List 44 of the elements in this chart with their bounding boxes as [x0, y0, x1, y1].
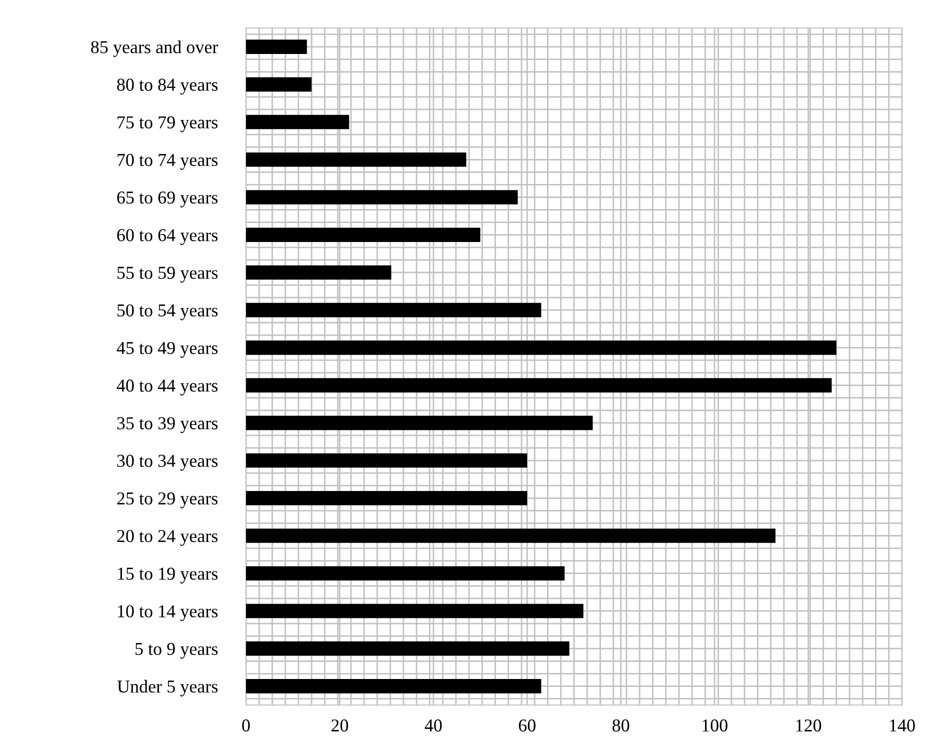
- bar: [246, 152, 466, 167]
- y-tick-label: 55 to 59 years: [117, 266, 218, 283]
- bar: [246, 566, 565, 581]
- y-tick-label: 50 to 54 years: [117, 304, 218, 320]
- bar: [246, 378, 832, 392]
- bar: [246, 190, 518, 204]
- y-tick-label: 85 years and over: [91, 40, 218, 57]
- bar: [246, 77, 312, 92]
- bar: [246, 265, 392, 280]
- bar: [246, 416, 593, 430]
- bar: [246, 453, 528, 468]
- bar: [246, 490, 528, 506]
- x-tick-label: 80: [612, 719, 630, 732]
- y-tick-label: 40 to 44 years: [116, 380, 218, 396]
- y-tick-label: 10 to 14 years: [118, 605, 218, 622]
- y-tick-label: 20 to 24 years: [117, 530, 218, 546]
- x-tick-label: 0: [242, 719, 250, 732]
- x-tick-label: 40: [424, 719, 442, 732]
- x-tick-label: 140: [890, 719, 915, 732]
- bar: [246, 604, 584, 618]
- x-tick-label: 20: [331, 719, 348, 732]
- y-tick-label: 80 to 84 years: [117, 78, 218, 95]
- y-tick-label: 60 to 64 years: [117, 229, 218, 245]
- y-tick-label: 15 to 19 years: [118, 568, 218, 584]
- y-tick-label: 65 to 69 years: [117, 192, 218, 208]
- x-tick-label: 100: [702, 719, 728, 732]
- y-tick-label: Under 5 years: [117, 680, 218, 696]
- bar: [246, 528, 776, 543]
- y-tick-label: 45 to 49 years: [116, 342, 218, 358]
- x-tick-label: 120: [796, 719, 822, 732]
- bar: [246, 40, 307, 54]
- y-tick-label: 75 to 79 years: [118, 116, 218, 132]
- bar: [246, 114, 350, 130]
- y-tick-label: 30 to 34 years: [117, 454, 218, 471]
- bar: [246, 302, 542, 318]
- bar: [246, 679, 542, 694]
- bar: [246, 641, 570, 656]
- y-tick-label: 5 to 9 years: [136, 642, 218, 659]
- y-tick-label: 70 to 74 years: [118, 154, 218, 170]
- bar: [246, 228, 480, 242]
- y-tick-label: 35 to 39 years: [117, 417, 218, 434]
- x-tick-label: 60: [518, 719, 536, 732]
- y-tick-label: 25 to 29 years: [117, 492, 218, 508]
- bar: [246, 340, 836, 355]
